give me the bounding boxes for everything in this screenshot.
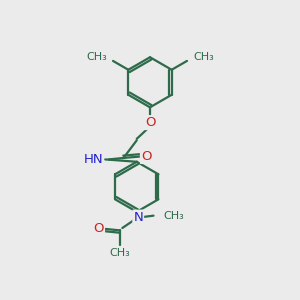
Text: CH₃: CH₃ bbox=[86, 52, 107, 62]
Text: CH₃: CH₃ bbox=[193, 52, 214, 62]
Text: O: O bbox=[145, 116, 155, 129]
Text: CH₃: CH₃ bbox=[163, 211, 184, 221]
Text: O: O bbox=[94, 222, 104, 236]
Text: CH₃: CH₃ bbox=[110, 248, 130, 258]
Text: N: N bbox=[133, 211, 143, 224]
Text: HN: HN bbox=[83, 153, 103, 166]
Text: O: O bbox=[141, 150, 152, 163]
